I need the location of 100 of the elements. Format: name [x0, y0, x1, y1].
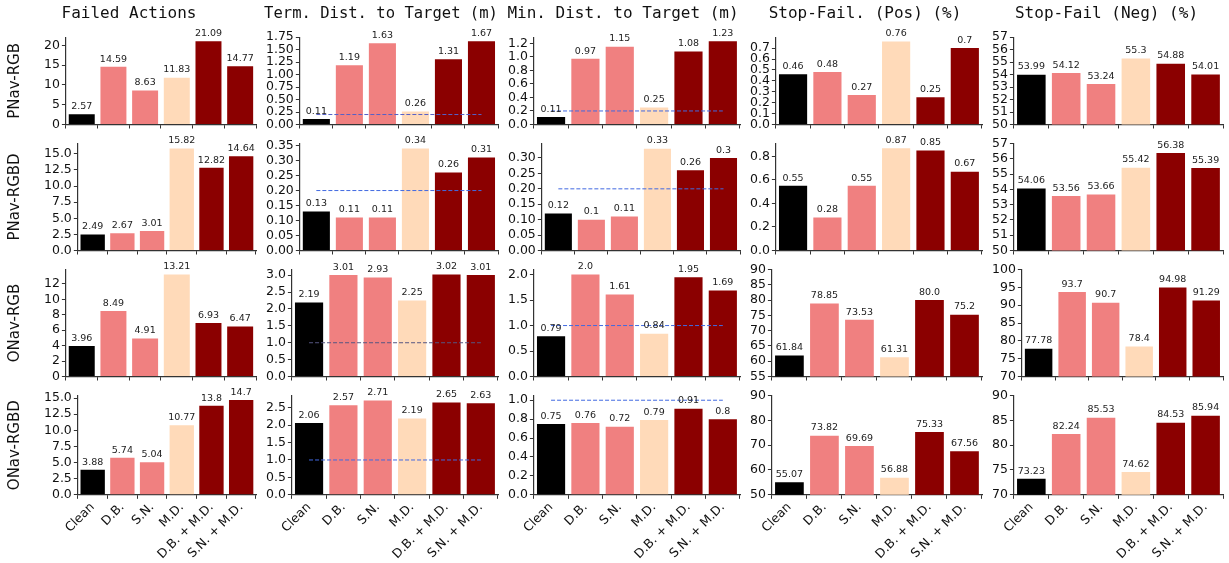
y-tick-label: 2.5 [51, 469, 72, 485]
y-tick-label: 0 [51, 115, 60, 131]
data-label: 0.28 [816, 203, 838, 215]
x-tick-label: D.B. [560, 498, 590, 529]
bar [536, 117, 566, 124]
bar [163, 274, 190, 376]
y-tick-label: 53 [992, 195, 1008, 211]
y-tick-label: 1.0 [265, 451, 286, 467]
data-label: 55.42 [1122, 153, 1150, 165]
data-label: 0.33 [646, 134, 669, 146]
y-tick-label: 0.30 [507, 149, 536, 165]
bar [100, 66, 127, 124]
bar [571, 422, 600, 495]
y-tick-label: 1.5 [507, 291, 528, 307]
y-axis-title: ONav-RGB [4, 283, 23, 363]
y-tick-label: 0.10 [265, 211, 294, 227]
y-tick-label: 7.5 [51, 437, 72, 453]
data-label: 13.21 [163, 260, 191, 272]
y-tick-label: 90 [750, 386, 766, 402]
y-tick-label: 0.0 [265, 486, 286, 502]
bar [544, 213, 572, 250]
bar [708, 419, 737, 495]
y-tick-label: 90 [992, 386, 1008, 402]
chart-title: Min. Dist. to Target (m) [507, 2, 739, 22]
bar [640, 333, 669, 376]
data-label: 94.98 [1159, 273, 1187, 285]
data-label: 11.83 [163, 63, 191, 75]
bar [676, 170, 704, 250]
data-label: 1.31 [437, 44, 460, 56]
data-label: 0.13 [305, 197, 327, 209]
bar [916, 150, 945, 250]
data-label: 1.69 [712, 276, 734, 288]
data-label: 1.67 [470, 26, 493, 38]
y-tick-label: 2.0 [265, 416, 286, 432]
chart-title: Term. Dist. to Target (m) [264, 2, 498, 22]
bar [847, 95, 876, 124]
data-label: 1.23 [712, 26, 734, 38]
data-label: 2.19 [298, 288, 320, 300]
data-label: 1.08 [677, 37, 700, 49]
bar [674, 408, 703, 495]
y-tick-label: 57 [992, 134, 1008, 150]
bar [195, 323, 222, 376]
bar [110, 457, 135, 495]
data-label: 75.33 [915, 417, 944, 429]
bar [434, 172, 462, 250]
bar [605, 294, 634, 376]
bar [363, 400, 392, 495]
data-label: 61.84 [775, 341, 804, 353]
y-tick-label: 55 [750, 367, 766, 383]
data-label: 21.09 [194, 26, 223, 38]
data-label: 56.38 [1157, 138, 1185, 150]
data-label: 54.06 [1017, 174, 1045, 186]
y-tick-label: 85 [750, 276, 766, 292]
bar [228, 156, 254, 250]
y-axis-title: PNav-RGBD [4, 153, 23, 241]
y-tick-label: 60 [750, 352, 766, 368]
data-label: 0.7 [957, 33, 973, 45]
data-label: 0.76 [885, 27, 907, 39]
bar [132, 338, 159, 376]
y-tick-label: 51 [992, 226, 1008, 242]
chart-title: Stop-Fail (Neg) (%) [1014, 2, 1199, 22]
data-label: 55.39 [1191, 153, 1220, 165]
y-tick-label: 7.5 [51, 193, 72, 209]
y-tick-label: 85 [999, 314, 1016, 330]
data-label: 0.97 [574, 44, 596, 56]
y-tick-label: 12.5 [43, 405, 72, 421]
bar [610, 216, 638, 250]
y-tick-label: 0.0 [51, 241, 72, 257]
x-tick-label: S.N. [1077, 498, 1106, 528]
bar [163, 77, 190, 124]
y-tick-label: 15.0 [43, 145, 72, 161]
y-tick-label: 0.20 [265, 181, 294, 197]
x-tick-label: M.D. [868, 498, 899, 530]
y-tick-label: 0.4 [507, 448, 528, 464]
y-tick-label: 52 [992, 211, 1008, 227]
bar [571, 58, 600, 124]
data-label: 55.07 [775, 467, 804, 479]
data-label: 54.12 [1052, 58, 1080, 70]
bar [466, 403, 495, 495]
y-tick-label: 50 [750, 486, 766, 502]
y-tick-label: 0.25 [265, 166, 294, 182]
bar [100, 311, 127, 376]
bar [466, 274, 495, 376]
data-label: 0.11 [305, 104, 327, 116]
data-label: 56.88 [880, 463, 909, 475]
bar [571, 274, 600, 376]
y-tick-label: 70 [750, 436, 766, 452]
bar [467, 157, 496, 250]
bar [640, 420, 669, 495]
chart-title: Stop-Fail. (Pos) (%) [768, 2, 962, 22]
bar [335, 65, 363, 124]
y-tick-label: 1.0 [507, 391, 528, 407]
data-label: 0.11 [540, 102, 562, 114]
y-tick-label: 0.05 [265, 226, 294, 242]
data-label: 80.0 [918, 285, 941, 297]
bar [335, 217, 363, 250]
data-label: 2.93 [367, 263, 389, 275]
x-tick-label: D.B. [97, 498, 127, 529]
bar [68, 345, 95, 376]
bar [110, 233, 135, 250]
